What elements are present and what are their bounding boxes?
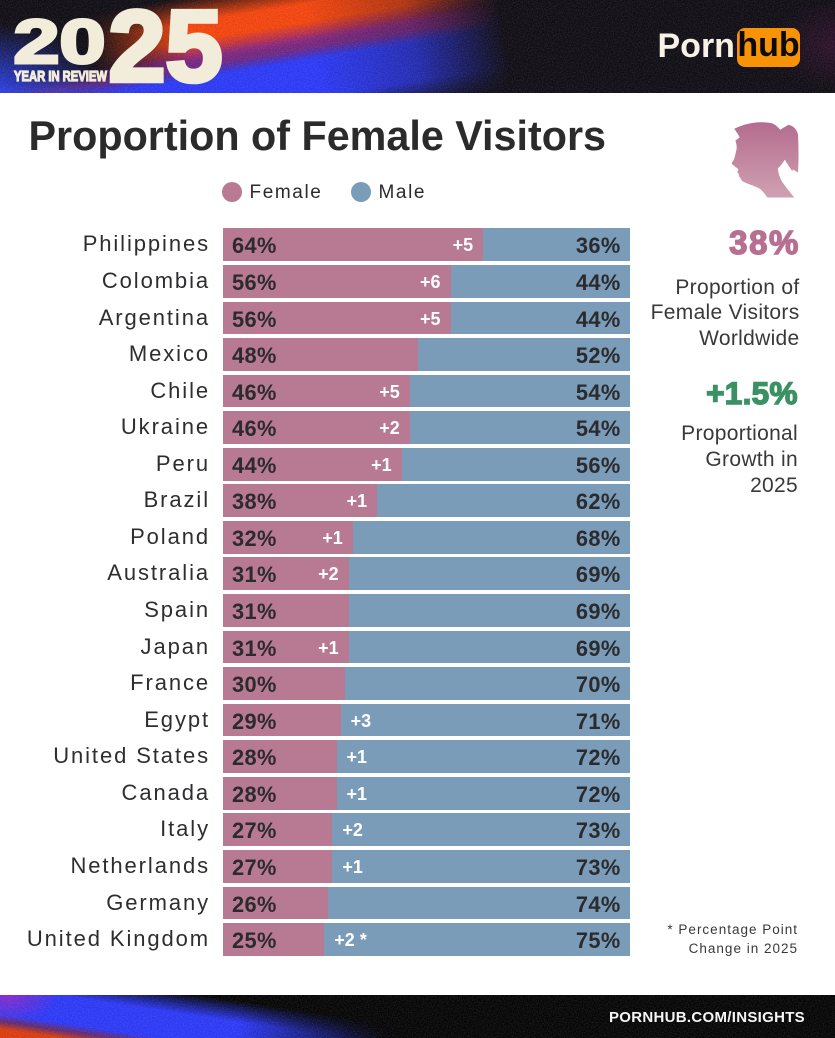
svg-text:YEAR IN REVIEW: YEAR IN REVIEW <box>14 69 107 85</box>
svg-text:25: 25 <box>109 0 223 93</box>
svg-text:20: 20 <box>14 8 106 77</box>
